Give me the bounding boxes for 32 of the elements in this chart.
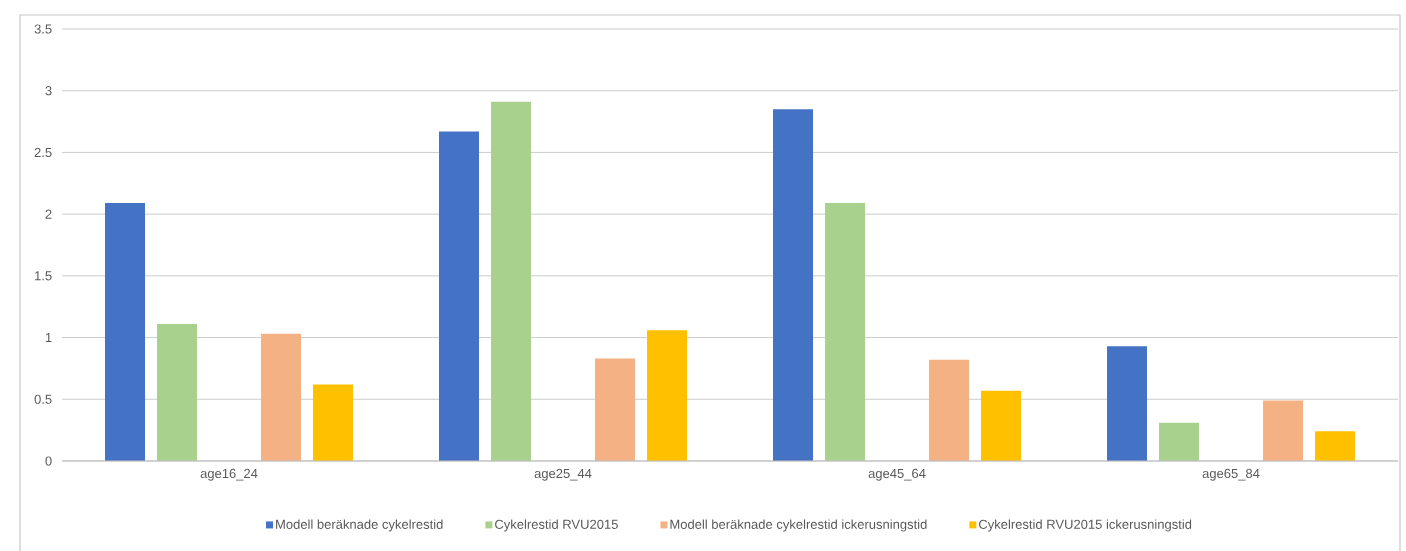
bar <box>1159 422 1200 461</box>
y-tick-label: 0 <box>45 456 52 466</box>
bar <box>261 333 302 461</box>
legend-label: Modell beräknade cykelrestid ickerusningstid <box>670 519 927 532</box>
bar <box>647 330 688 461</box>
bar <box>773 109 814 461</box>
bar <box>313 384 354 461</box>
x-tick-label: age65_84 <box>1202 468 1260 481</box>
bar <box>1315 431 1356 461</box>
y-tick-label: 3 <box>45 86 52 96</box>
bar <box>929 359 970 461</box>
legend-label: Cykelrestid RVU2015 <box>495 519 618 532</box>
x-tick-label: age16_24 <box>200 468 258 481</box>
y-tick-label: 3.5 <box>34 24 52 34</box>
bar <box>825 203 866 461</box>
x-tick-label: age25_44 <box>534 468 592 481</box>
x-tick-label: age45_64 <box>868 468 926 481</box>
bar <box>595 358 636 461</box>
bar <box>439 131 480 461</box>
bar <box>105 203 146 461</box>
y-tick-label: 1.5 <box>35 271 52 281</box>
bar <box>491 101 532 461</box>
y-tick-label: 1 <box>45 333 52 343</box>
y-tick-label: 0.5 <box>34 394 52 404</box>
y-tick-label: 2 <box>45 209 52 219</box>
bar <box>981 390 1022 461</box>
bar <box>1107 346 1148 461</box>
bar <box>1263 400 1304 461</box>
bar <box>157 323 198 461</box>
y-tick-label: 2.5 <box>34 147 52 158</box>
legend-label: Modell beräknade cykelrestid <box>276 519 443 532</box>
legend-label: Cykelrestid RVU2015 ickerusningstid <box>979 519 1192 532</box>
